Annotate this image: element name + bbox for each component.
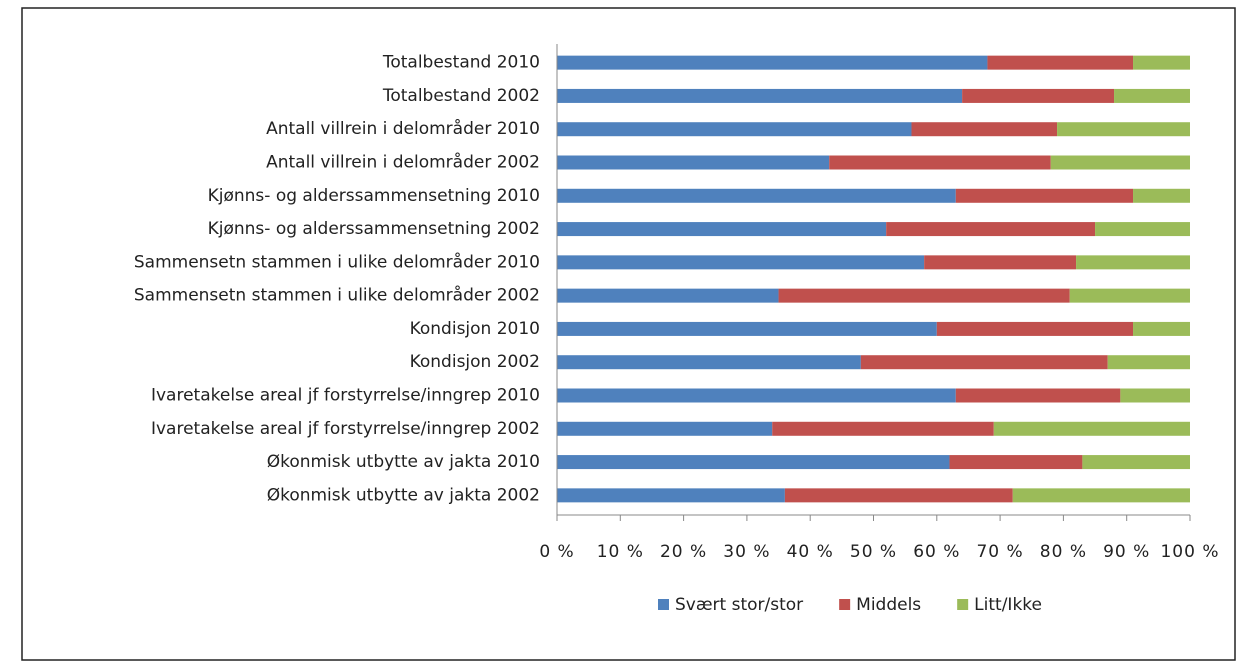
- category-label: Totalbestand 2010: [382, 53, 540, 73]
- legend-label: Middels: [856, 595, 921, 615]
- bar-segment: [1095, 222, 1190, 237]
- category-label: Kondisjon 2002: [410, 352, 540, 372]
- bar-segment: [557, 155, 830, 170]
- bar-segment: [911, 122, 1058, 137]
- bar-segment: [1012, 488, 1190, 503]
- bar-segment: [1114, 88, 1190, 103]
- x-tick-label: 0 %: [539, 542, 574, 562]
- bar-segment: [557, 122, 912, 137]
- bar-segment: [1107, 355, 1190, 370]
- legend-swatch: [658, 599, 669, 610]
- x-tick-label: 30 %: [723, 542, 770, 562]
- category-label: Antall villrein i delområder 2010: [266, 118, 540, 139]
- bar-segment: [1133, 321, 1190, 336]
- category-label: Sammensetn stammen i ulike delområder 20…: [134, 285, 540, 306]
- bar-segment: [784, 488, 1013, 503]
- category-label: Økonmisk utbytte av jakta 2010: [267, 452, 540, 472]
- legend-swatch: [839, 599, 851, 610]
- x-tick-label: 40 %: [787, 542, 834, 562]
- x-tick-label: 90 %: [1103, 542, 1150, 562]
- bar-segment: [557, 188, 956, 203]
- bar-segment: [955, 188, 1134, 203]
- bar-segment: [1069, 288, 1190, 303]
- x-tick-label: 100 %: [1160, 542, 1219, 562]
- category-label: Kjønns- og alderssammensetning 2010: [208, 186, 540, 206]
- bar-segment: [557, 55, 988, 70]
- category-label: Kondisjon 2010: [410, 319, 540, 339]
- category-label: Totalbestand 2002: [382, 86, 540, 106]
- bar-segment: [772, 421, 994, 436]
- bar-segment: [1133, 188, 1190, 203]
- category-label: Ivaretakelse areal jf forstyrrelse/inngr…: [151, 386, 540, 406]
- x-tick-label: 50 %: [850, 542, 897, 562]
- x-tick-label: 70 %: [976, 542, 1023, 562]
- bar-segment: [993, 421, 1190, 436]
- category-label: Ivaretakelse areal jf forstyrrelse/inngr…: [151, 419, 540, 439]
- bar-segment: [860, 355, 1108, 370]
- bar-segment: [557, 222, 887, 237]
- x-tick-label: 80 %: [1040, 542, 1087, 562]
- bar-segment: [557, 455, 950, 470]
- bar-segment: [955, 388, 1121, 403]
- bar-segment: [949, 455, 1083, 470]
- legend-swatch: [957, 599, 969, 610]
- bar-segment: [829, 155, 1051, 170]
- bar-segment: [987, 55, 1134, 70]
- category-label: Antall villrein i delområder 2002: [266, 152, 540, 173]
- bar-segment: [557, 355, 861, 370]
- legend-label: Svært stor/stor: [675, 595, 803, 615]
- bar-segment: [1057, 122, 1190, 137]
- bar-segment: [1050, 155, 1190, 170]
- bar-segment: [1076, 255, 1190, 270]
- bar-segment: [557, 388, 956, 403]
- bar-segment: [557, 488, 785, 503]
- legend-label: Litt/Ikke: [974, 595, 1042, 615]
- bar-segment: [557, 255, 925, 270]
- x-tick-label: 10 %: [597, 542, 644, 562]
- bar-segment: [557, 421, 773, 436]
- category-label: Kjønns- og alderssammensetning 2002: [208, 219, 540, 239]
- bar-segment: [557, 88, 963, 103]
- bar-segment: [557, 321, 937, 336]
- bar-segment: [1082, 455, 1190, 470]
- x-tick-label: 60 %: [913, 542, 960, 562]
- bar-segment: [936, 321, 1134, 336]
- x-tick-label: 20 %: [660, 542, 707, 562]
- bar-segment: [1120, 388, 1190, 403]
- bar-segment: [886, 222, 1096, 237]
- category-label: Sammensetn stammen i ulike delområder 20…: [134, 251, 540, 272]
- bar-segment: [778, 288, 1070, 303]
- bar-segment: [557, 288, 779, 303]
- bar-segment: [962, 88, 1115, 103]
- category-label: Økonmisk utbytte av jakta 2002: [267, 485, 540, 505]
- bar-segment: [924, 255, 1077, 270]
- bar-segment: [1133, 55, 1190, 70]
